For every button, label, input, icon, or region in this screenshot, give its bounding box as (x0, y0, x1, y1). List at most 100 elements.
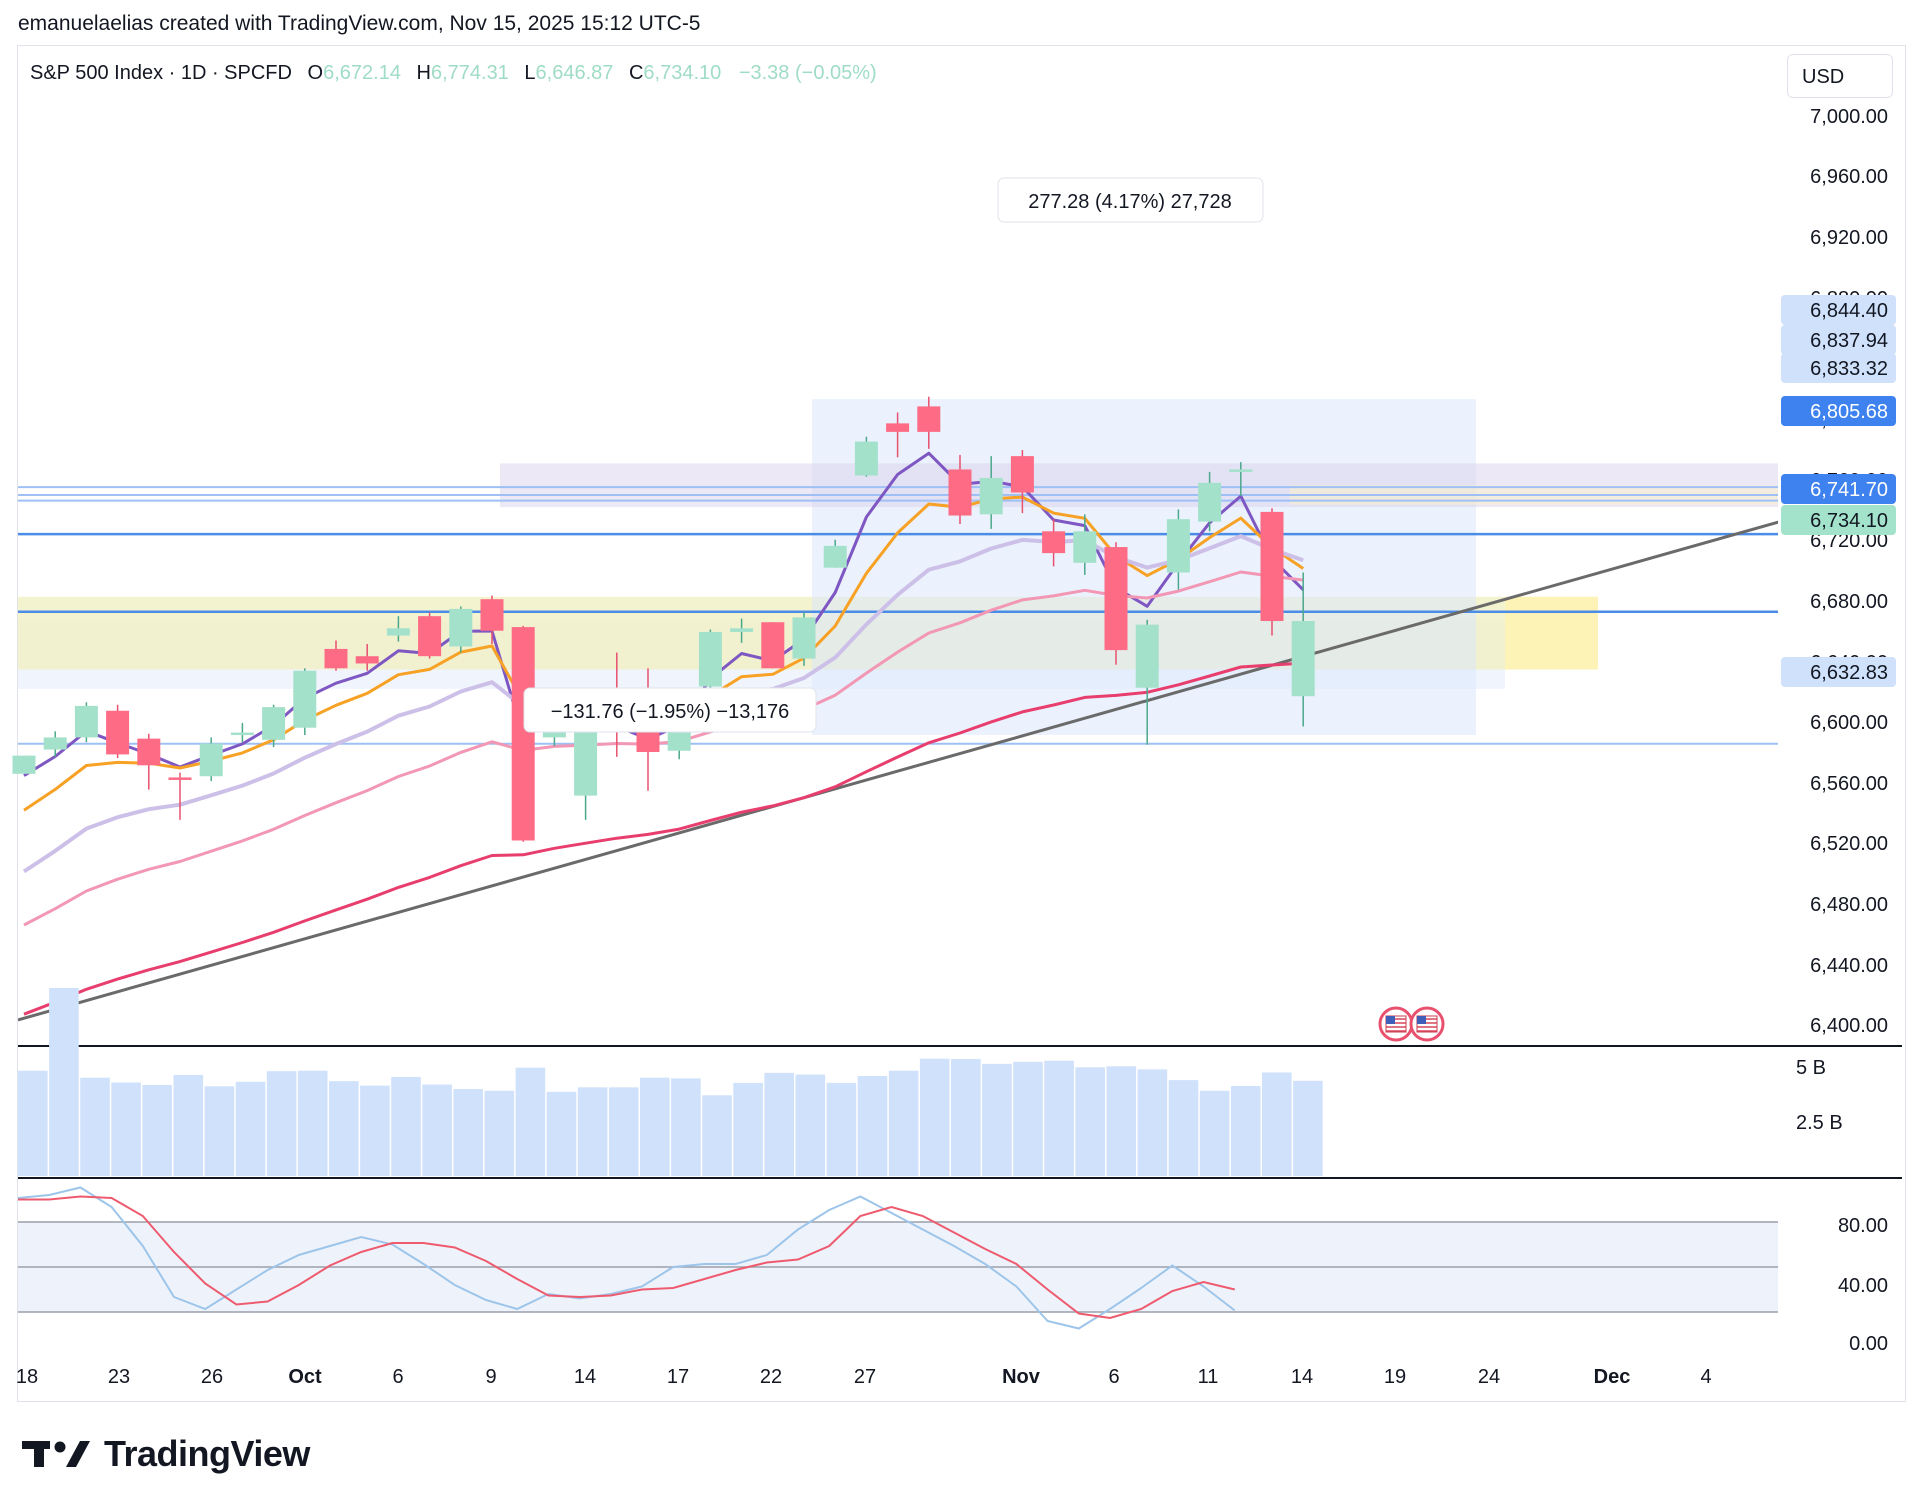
candle-body (761, 622, 785, 669)
candle[interactable] (480, 595, 504, 645)
volume-bar (515, 1067, 546, 1176)
low-value: 6,646.87 (535, 62, 614, 84)
volume-bar (1230, 1085, 1261, 1176)
volume-bar (1137, 1069, 1168, 1176)
candle[interactable] (168, 772, 192, 820)
candle-body (480, 599, 504, 631)
candle[interactable] (386, 616, 410, 642)
symbol-name: S&P 500 Index · 1D · SPCFD (30, 62, 292, 84)
x-axis-tick: 23 (108, 1366, 130, 1388)
y-axis-tick: 6,600.00 (1810, 712, 1888, 734)
candle-body (1135, 624, 1159, 688)
candle[interactable] (262, 704, 286, 748)
volume-bar (235, 1081, 266, 1176)
candle[interactable] (324, 640, 348, 671)
candle[interactable] (917, 396, 941, 449)
volume-bar (640, 1077, 670, 1176)
candle[interactable] (1166, 509, 1190, 590)
x-axis-tick: 22 (760, 1366, 782, 1388)
candle[interactable] (106, 704, 130, 759)
candle[interactable] (137, 733, 161, 790)
currency-button[interactable]: USD (1787, 54, 1893, 98)
range-measure-down[interactable]: −131.76 (−1.95%) −13,176 (523, 687, 817, 733)
price-label: 6,734.10 (1781, 505, 1896, 535)
x-axis-tick: 19 (1384, 1366, 1406, 1388)
candle-body (230, 732, 254, 736)
candle-body (698, 631, 722, 687)
us-flag-event-icon[interactable] (1378, 1006, 1414, 1042)
candle[interactable] (948, 454, 972, 525)
y-axis-tick: 6,520.00 (1810, 833, 1888, 855)
volume-bar (1075, 1067, 1105, 1176)
volume-bar (422, 1084, 452, 1176)
candle-body (355, 656, 379, 664)
candle[interactable] (1073, 514, 1097, 575)
volume-axis-tick: 2.5 B (1796, 1112, 1843, 1134)
x-axis-tick: 27 (854, 1366, 876, 1388)
y-axis-tick: 6,480.00 (1810, 894, 1888, 916)
tradingview-logo[interactable]: TradingView (22, 1432, 310, 1476)
volume-bar (733, 1082, 763, 1176)
candle[interactable] (74, 702, 98, 743)
candle[interactable] (1042, 519, 1066, 567)
x-axis-tick: 14 (574, 1366, 596, 1388)
volume-bar (702, 1095, 732, 1176)
candle[interactable] (1260, 508, 1284, 636)
candle[interactable] (43, 731, 67, 757)
candle[interactable] (761, 622, 785, 669)
moving-average-4 (23, 661, 1304, 1016)
range-measure-down-text: −131.76 (−1.95%) −13,176 (551, 701, 790, 723)
change-value: −3.38 (−0.05%) (738, 62, 877, 84)
candle[interactable] (293, 668, 317, 735)
stoch-axis-tick: 80.00 (1838, 1215, 1888, 1237)
candle[interactable] (1198, 471, 1222, 532)
candle[interactable] (979, 456, 1003, 529)
volume-bar (546, 1091, 577, 1176)
candle-body (12, 755, 36, 774)
volume-bar (204, 1086, 235, 1176)
x-axis-tick: Dec (1594, 1366, 1631, 1388)
candle-body (854, 441, 878, 476)
candle[interactable] (12, 755, 36, 774)
candle-body (74, 705, 98, 738)
volume-bar (1106, 1066, 1137, 1176)
candle[interactable] (511, 625, 535, 842)
close-label: C (628, 62, 644, 84)
candle[interactable] (854, 436, 878, 477)
volume-bar (391, 1076, 421, 1176)
candle[interactable] (823, 539, 847, 568)
y-axis-tick: 6,720.00 (1810, 530, 1888, 552)
candle[interactable] (199, 737, 223, 782)
volume-bar (142, 1084, 172, 1176)
zone-2 (1505, 596, 1598, 670)
range-measure-up[interactable]: 277.28 (4.17%) 27,728 (997, 177, 1264, 223)
candle[interactable] (1291, 572, 1315, 727)
price-label: 6,844.40 (1781, 295, 1896, 325)
x-axis-tick: 24 (1478, 1366, 1500, 1388)
candle[interactable] (730, 618, 754, 643)
candle[interactable] (698, 629, 722, 699)
candle[interactable] (230, 722, 254, 743)
candle[interactable] (355, 644, 379, 671)
candle[interactable] (792, 612, 816, 666)
candle[interactable] (1010, 450, 1034, 514)
price-label-bg (1781, 295, 1896, 325)
us-flag-event-icon[interactable] (1409, 1006, 1445, 1042)
volume-bar (826, 1082, 857, 1176)
price-label: 6,805.68 (1781, 396, 1896, 426)
volume-bar (982, 1063, 1012, 1176)
candle-body (1042, 531, 1066, 554)
candle[interactable] (449, 606, 473, 653)
candle[interactable] (1229, 462, 1253, 497)
y-axis-tick: 6,400.00 (1810, 1015, 1888, 1037)
range-measure-bg (523, 687, 817, 733)
volume-bar (671, 1078, 701, 1176)
candle[interactable] (418, 612, 442, 659)
candle-body (418, 616, 442, 657)
candle[interactable] (1135, 619, 1159, 745)
price-chart[interactable]: 7,000.006,960.006,920.006,880.006,800.00… (0, 0, 1920, 1420)
volume-bar (764, 1072, 794, 1176)
candle[interactable] (886, 412, 910, 458)
volume-bar (484, 1090, 515, 1176)
candle[interactable] (1104, 542, 1128, 665)
